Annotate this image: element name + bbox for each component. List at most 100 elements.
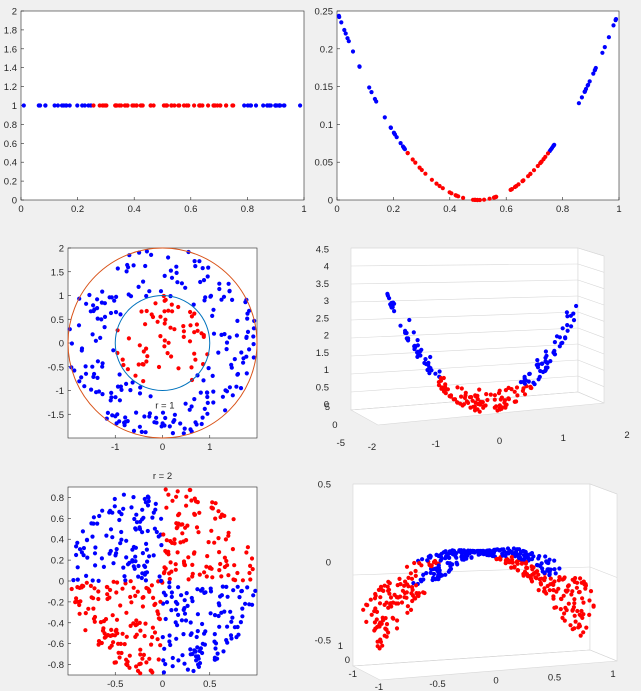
data-point [410, 598, 415, 604]
y-tick-label: -0.4 [48, 618, 64, 629]
data-point [183, 401, 188, 406]
data-point [514, 385, 520, 390]
data-point [414, 583, 419, 588]
data-point [133, 545, 138, 550]
data-point [423, 357, 428, 362]
data-point [516, 182, 521, 187]
data-point [191, 302, 196, 307]
data-point [143, 621, 148, 626]
data-point [188, 323, 193, 328]
data-point [547, 588, 552, 593]
data-point [402, 595, 407, 600]
data-point [164, 600, 170, 605]
data-point [140, 656, 145, 661]
data-point [188, 632, 193, 638]
data-point [43, 103, 48, 108]
data-point [163, 593, 168, 598]
data-point [520, 179, 525, 184]
data-point [216, 601, 221, 606]
data-point [510, 551, 515, 556]
data-point [93, 338, 98, 343]
data-point [248, 103, 254, 108]
z-grid [577, 311, 605, 322]
data-point [109, 627, 114, 633]
data-point [243, 601, 248, 606]
z-tick-label: 3.5 [316, 279, 329, 290]
data-point [394, 626, 400, 631]
data-point [98, 335, 103, 340]
data-point [209, 528, 214, 533]
data-point [161, 670, 166, 675]
data-point [215, 656, 220, 661]
data-point [164, 505, 169, 510]
data-point [224, 558, 229, 564]
data-point [117, 372, 122, 377]
data-point [95, 375, 100, 380]
data-point [557, 344, 562, 349]
data-point [487, 553, 492, 558]
data-point [388, 602, 393, 607]
data-point [92, 614, 98, 620]
subplot-6-axes3d: -0.500.5-1 -0.5 0 0.5 1-101 [315, 480, 618, 691]
data-point [241, 360, 246, 365]
data-point [235, 584, 240, 589]
data-point [517, 555, 522, 560]
data-point [571, 605, 577, 610]
data-point [139, 575, 144, 581]
data-point [498, 397, 503, 402]
data-point [153, 301, 158, 306]
data-point [225, 563, 230, 568]
data-point [162, 273, 167, 278]
data-point [542, 570, 547, 576]
y-tick-label: 1 [12, 101, 17, 112]
data-point [210, 500, 215, 505]
data-point [514, 399, 519, 404]
data-point [524, 565, 529, 570]
data-point [436, 380, 441, 385]
data-point [337, 14, 342, 20]
data-point [77, 602, 82, 608]
data-point [222, 609, 227, 614]
data-point [368, 597, 373, 602]
data-point [455, 385, 460, 390]
data-point [410, 593, 415, 598]
data-point [77, 379, 82, 384]
x-tick-label: 0 [160, 442, 165, 453]
x-tick-label: 1 [207, 442, 212, 453]
x-tick-label: 0.4 [128, 204, 141, 215]
data-point [174, 494, 179, 499]
subplot-5-title: r = 2 [153, 471, 172, 482]
data-point [404, 590, 409, 595]
data-point [172, 327, 177, 332]
data-point [91, 606, 96, 611]
data-point [173, 620, 178, 625]
data-point [190, 571, 195, 576]
data-point [87, 292, 92, 298]
data-point [552, 142, 557, 147]
data-point [477, 387, 482, 392]
data-point [240, 606, 245, 611]
data-point [100, 508, 105, 513]
data-point [195, 645, 200, 650]
data-point [367, 85, 372, 90]
data-point [484, 550, 489, 555]
data-point [164, 103, 170, 108]
back-wall [350, 247, 579, 411]
data-point [225, 624, 230, 629]
data-point [506, 397, 511, 402]
data-point [384, 634, 389, 639]
data-point [563, 335, 568, 340]
data-point [121, 565, 126, 570]
data-point [131, 495, 136, 500]
data-point [182, 426, 187, 431]
data-point [154, 529, 159, 535]
data-point [90, 364, 95, 369]
data-point [188, 647, 193, 652]
data-point [193, 264, 198, 269]
data-point [223, 408, 228, 413]
data-point [226, 533, 231, 538]
data-point [217, 281, 222, 286]
data-point [572, 597, 577, 602]
data-point [203, 590, 208, 595]
data-point [144, 293, 149, 299]
